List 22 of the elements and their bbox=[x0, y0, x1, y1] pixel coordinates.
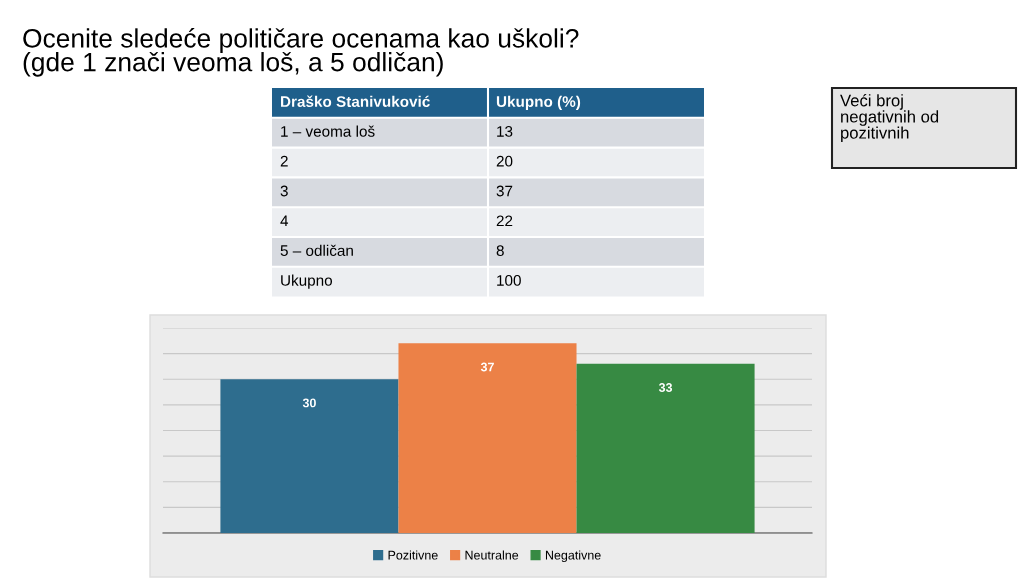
legend-label: Pozitivne bbox=[388, 550, 438, 560]
text: Ukupno (%) bbox=[496, 95, 581, 111]
data-label: 33 bbox=[658, 383, 673, 392]
category-label: 3 bbox=[280, 185, 288, 197]
data-label: 8 bbox=[496, 245, 504, 256]
data-label: 13 bbox=[497, 125, 513, 137]
data-label: 37 bbox=[496, 185, 513, 197]
data-label: 22 bbox=[496, 215, 513, 227]
category-label: 2 bbox=[280, 155, 288, 167]
category-label: 4 bbox=[280, 215, 289, 227]
data-label: 30 bbox=[302, 398, 316, 408]
legend-label: Negativne bbox=[545, 550, 601, 563]
data-label: 20 bbox=[496, 155, 513, 167]
category-label: Ukupno bbox=[281, 274, 333, 289]
category-label: 5 – odličan bbox=[280, 244, 353, 256]
category-label: 1 – veoma loš bbox=[281, 125, 375, 137]
data-label: 100 bbox=[497, 274, 521, 286]
text: Ocenite sledeće političare ocenama kao uškoli? (gde 1 znači veoma loš, a 5 odličan) bbox=[23, 28, 579, 77]
data-label: 37 bbox=[480, 362, 494, 372]
text: Veći broj negativnih od pozitivnih bbox=[840, 94, 939, 143]
legend-label: Neutralne bbox=[465, 550, 519, 560]
text: Draško Stanivuković bbox=[281, 95, 430, 107]
